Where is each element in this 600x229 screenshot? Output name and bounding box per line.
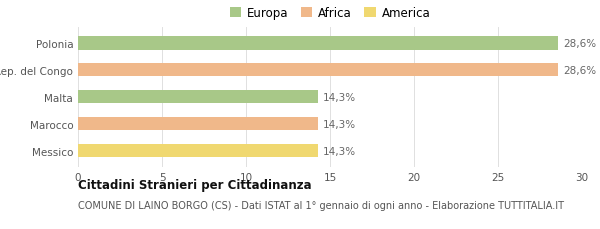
Text: COMUNE DI LAINO BORGO (CS) - Dati ISTAT al 1° gennaio di ogni anno - Elaborazion: COMUNE DI LAINO BORGO (CS) - Dati ISTAT … bbox=[78, 200, 564, 210]
Bar bbox=[78, 64, 559, 77]
Legend: Europa, Africa, America: Europa, Africa, America bbox=[225, 3, 435, 25]
Text: Cittadini Stranieri per Cittadinanza: Cittadini Stranieri per Cittadinanza bbox=[78, 178, 311, 191]
Bar bbox=[78, 37, 559, 50]
Bar bbox=[78, 90, 318, 104]
Text: 14,3%: 14,3% bbox=[323, 146, 356, 156]
Text: 14,3%: 14,3% bbox=[323, 119, 356, 129]
Text: 28,6%: 28,6% bbox=[563, 65, 596, 75]
Text: 28,6%: 28,6% bbox=[563, 39, 596, 49]
Text: 14,3%: 14,3% bbox=[323, 92, 356, 102]
Bar bbox=[78, 144, 318, 158]
Bar bbox=[78, 117, 318, 131]
